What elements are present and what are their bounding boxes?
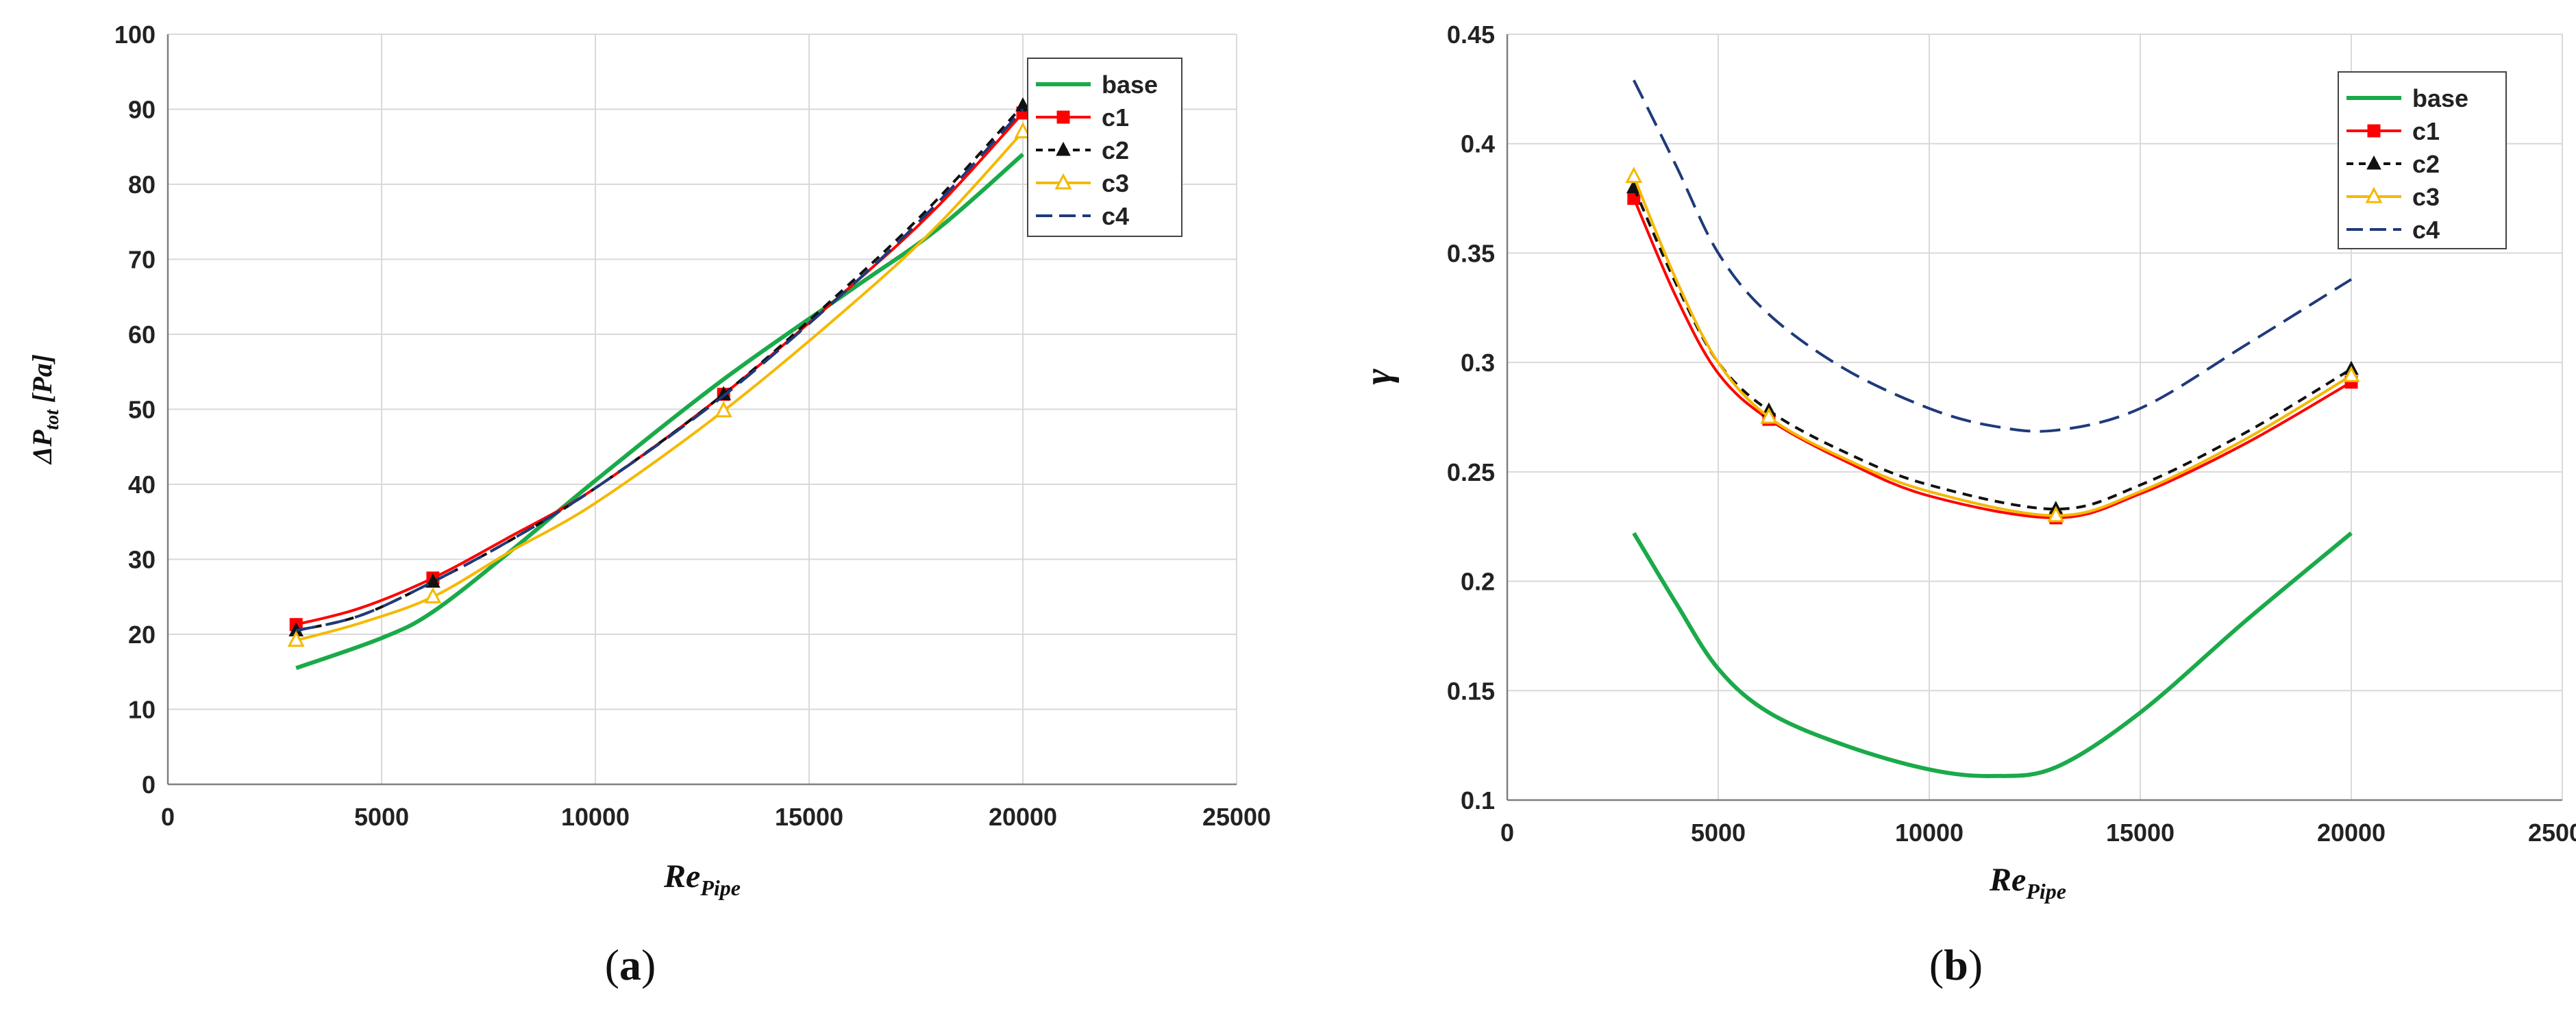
y-tick-label: 70 xyxy=(128,246,156,274)
y-tick-label: 90 xyxy=(128,96,156,124)
line-base xyxy=(295,152,1024,671)
marker-c3 xyxy=(1625,166,1643,184)
y-tick-label: 60 xyxy=(128,321,156,349)
legend-label-c1: c1 xyxy=(2412,117,2440,145)
y-tick-label: 0.35 xyxy=(1447,239,1495,267)
y-tick-label: 50 xyxy=(128,396,156,424)
legend-label-base: base xyxy=(2412,84,2468,112)
legend-box xyxy=(1027,58,1182,237)
marker-c3 xyxy=(287,630,305,647)
marker-c3 xyxy=(715,401,732,418)
line-c3 xyxy=(1632,175,2353,517)
panel-label: (b) xyxy=(1929,941,1983,989)
legend-marker-c3 xyxy=(1054,173,1072,190)
legend-marker-c3 xyxy=(2365,186,2383,203)
legend-label-c1: c1 xyxy=(1102,103,1129,132)
legend-label-c4: c4 xyxy=(1102,202,1129,230)
marker-c3 xyxy=(424,587,442,603)
y-tick-label: 0.4 xyxy=(1461,130,1495,158)
x-tick-label: 25000 xyxy=(2528,819,2576,847)
x-tick-label: 10000 xyxy=(561,803,630,831)
legend-label-c3: c3 xyxy=(1102,169,1129,197)
x-axis-label: RePipe xyxy=(663,858,741,900)
x-tick-label: 10000 xyxy=(1895,819,1964,847)
legend: base c1 c2 c3 c4 xyxy=(2338,71,2507,249)
x-tick-label: 15000 xyxy=(2106,819,2175,847)
x-tick-label: 5000 xyxy=(354,803,409,831)
legend-marker-c2 xyxy=(1056,141,1071,156)
series-c4 xyxy=(1633,79,2353,433)
x-tick-label: 0 xyxy=(1500,819,1514,847)
y-axis-label: ΔPtot [Pa] xyxy=(27,354,63,465)
line-c3 xyxy=(295,131,1024,642)
legend-marker-c1 xyxy=(1056,110,1070,124)
x-tick-label: 5000 xyxy=(1691,819,1746,847)
chart-a: 0 5000 10000 15000 20000 25000 0 10 20 30 40 50 60 70… xyxy=(27,21,1271,989)
legend-marker-c1 xyxy=(2367,124,2381,138)
legend-label-c3: c3 xyxy=(2412,183,2440,211)
y-tick-label: 20 xyxy=(128,621,156,649)
series-c3 xyxy=(1625,166,2360,523)
marker-c3 xyxy=(1760,407,1778,424)
x-tick-label: 25000 xyxy=(1202,803,1271,831)
y-tick-label: 0.3 xyxy=(1461,349,1495,377)
legend-label-c2: c2 xyxy=(1102,136,1129,164)
y-tick-label: 0 xyxy=(142,771,156,799)
legend-label-c4: c4 xyxy=(2412,216,2440,244)
y-tick-label: 0.25 xyxy=(1447,458,1495,486)
marker-c3 xyxy=(2342,366,2360,382)
legend: base c1 c2 c3 c4 xyxy=(1027,58,1182,237)
legend-label-c2: c2 xyxy=(2412,150,2440,178)
y-tick-label: 40 xyxy=(128,471,156,499)
y-axis-label: γ xyxy=(1357,369,1400,385)
series-c3 xyxy=(287,122,1032,647)
y-tick-label: 80 xyxy=(128,171,156,199)
marker-c3 xyxy=(1014,122,1032,138)
y-tick-label: 10 xyxy=(128,696,156,724)
line-base xyxy=(1632,531,2353,778)
x-axis-label: RePipe xyxy=(1989,862,2066,904)
series-base xyxy=(295,152,1024,671)
y-tick-label: 100 xyxy=(114,21,156,49)
y-tick-label: 0.15 xyxy=(1447,677,1495,705)
series-base xyxy=(1632,531,2353,778)
y-tick-label: 30 xyxy=(128,546,156,574)
x-tick-label: 15000 xyxy=(775,803,843,831)
line-c4 xyxy=(1633,79,2353,433)
x-tick-label: 20000 xyxy=(989,803,1057,831)
legend-label-base: base xyxy=(1102,71,1158,99)
marker-c3 xyxy=(2047,506,2065,523)
line-c2 xyxy=(295,104,1024,632)
y-tick-label: 0.1 xyxy=(1461,786,1495,814)
x-tick-label: 20000 xyxy=(2317,819,2386,847)
panel-label: (a) xyxy=(605,941,656,989)
y-tick-label: 0.45 xyxy=(1447,21,1495,49)
legend-box xyxy=(2338,71,2507,249)
chart-b: 0 5000 10000 15000 20000 25000 0.1 0.15 0.2 0.25 0… xyxy=(1357,21,2576,989)
x-tick-label: 0 xyxy=(161,803,175,831)
legend-marker-c2 xyxy=(2366,155,2381,170)
y-tick-label: 0.2 xyxy=(1461,568,1495,596)
line-c1 xyxy=(1632,197,2353,519)
